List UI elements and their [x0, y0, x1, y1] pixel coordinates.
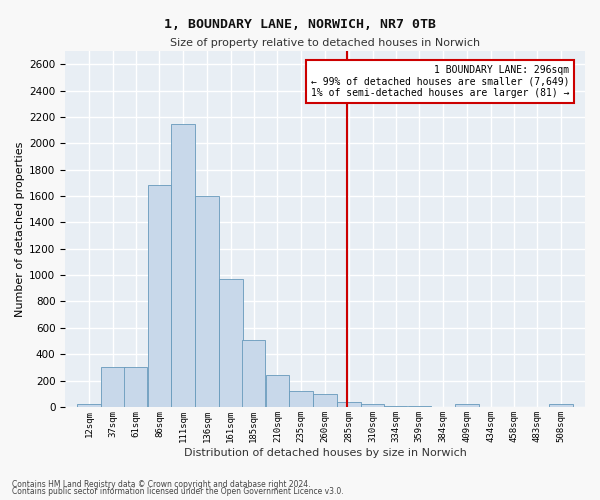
- Bar: [77, 404, 101, 407]
- Text: Contains HM Land Registry data © Crown copyright and database right 2024.: Contains HM Land Registry data © Crown c…: [12, 480, 311, 489]
- Bar: [550, 404, 573, 407]
- Bar: [289, 391, 313, 407]
- Bar: [242, 340, 265, 407]
- X-axis label: Distribution of detached houses by size in Norwich: Distribution of detached houses by size …: [184, 448, 467, 458]
- Bar: [384, 406, 407, 407]
- Bar: [361, 404, 385, 407]
- Bar: [148, 186, 171, 407]
- Bar: [455, 404, 479, 407]
- Text: 1 BOUNDARY LANE: 296sqm
← 99% of detached houses are smaller (7,649)
1% of semi-: 1 BOUNDARY LANE: 296sqm ← 99% of detache…: [311, 66, 569, 98]
- Y-axis label: Number of detached properties: Number of detached properties: [15, 142, 25, 316]
- Title: Size of property relative to detached houses in Norwich: Size of property relative to detached ho…: [170, 38, 480, 48]
- Bar: [313, 394, 337, 407]
- Bar: [172, 124, 195, 407]
- Bar: [124, 368, 148, 407]
- Bar: [101, 368, 125, 407]
- Bar: [266, 374, 289, 407]
- Bar: [407, 406, 431, 407]
- Text: 1, BOUNDARY LANE, NORWICH, NR7 0TB: 1, BOUNDARY LANE, NORWICH, NR7 0TB: [164, 18, 436, 30]
- Text: Contains public sector information licensed under the Open Government Licence v3: Contains public sector information licen…: [12, 487, 344, 496]
- Bar: [219, 279, 242, 407]
- Bar: [195, 196, 219, 407]
- Bar: [337, 402, 361, 407]
